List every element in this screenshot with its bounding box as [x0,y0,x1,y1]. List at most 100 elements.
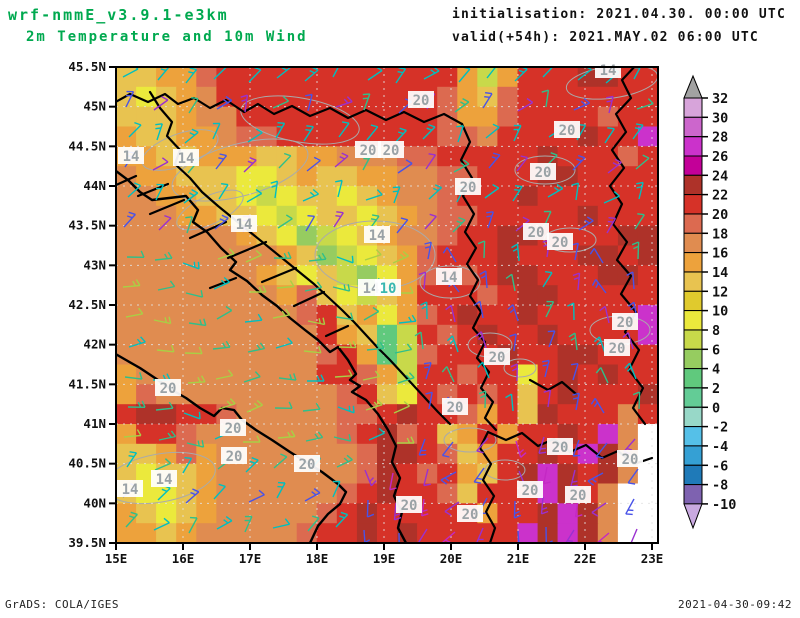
contour-label-text: 20 [609,341,626,357]
barb-tick [389,487,397,491]
barb-tick [586,216,594,222]
temp-cell [216,344,238,366]
temp-cell [196,265,217,286]
barb-staff [486,67,497,79]
temp-cell [116,364,137,385]
wind-barb [570,363,579,381]
temp-cell [397,364,418,385]
temp-cell [437,285,458,306]
contour-label-text: 20 [401,498,418,514]
barb-staff [572,439,580,457]
temp-cell [557,205,579,227]
contour-label-text: 14 [600,63,617,79]
barb-tick [218,483,226,488]
temp-cell [196,503,217,524]
barb-tick [126,215,133,219]
temp-cell [136,523,157,543]
barb-tick [449,339,455,345]
barb-tick [155,127,161,130]
barb-staff [185,491,200,504]
temp-cell [356,424,378,445]
grads-credit: GrADS: COLA/IGES [5,598,119,611]
temp-cell [156,285,177,306]
barb-tick [434,184,442,189]
barb-staff [628,362,637,380]
barb-tick [164,253,169,260]
barb-tick [613,190,620,197]
barb-staff [483,240,486,259]
temp-cell [276,344,298,366]
wind-barb [155,123,163,141]
temp-cell [176,285,197,306]
temp-cell [397,384,418,405]
temp-cell [397,265,418,286]
barb-tick [397,131,404,135]
wind-barb [607,158,622,174]
barb-tick [493,152,501,156]
temp-cell [156,503,177,524]
barb-tick [346,96,353,103]
barb-tick [256,344,261,350]
contour-label: 20 [408,91,434,109]
barb-staff [542,272,553,288]
temp-cell [276,225,298,247]
temp-cell [517,503,539,524]
barb-staff [248,494,265,503]
temp-cell [236,364,258,385]
barb-tick [647,98,654,105]
wind-barb [128,121,142,138]
contour-label: 20 [221,447,247,465]
temp-cell [537,324,559,346]
wind-barb [155,183,165,201]
barb-staff [335,101,353,108]
temp-cell [256,166,278,187]
barb-tick [444,510,452,516]
temp-cell [437,344,458,366]
contour-label: 14 [151,470,177,488]
temp-cell [557,305,579,326]
wind-barb [243,371,261,383]
barb-tick [542,364,549,367]
wind-barb [441,366,455,383]
lon-label: 16E [172,551,195,566]
wind-barb [505,273,516,292]
wind-barb [278,152,292,169]
barb-tick [591,478,597,483]
wind-barb [635,154,650,170]
wind-barb [589,248,604,264]
barb-staff [512,304,519,322]
barb-staff [128,341,146,348]
barb-tick [479,270,487,276]
barb-staff [154,462,171,471]
wind-barb [302,402,321,412]
wind-barb [216,516,233,530]
contour-label-text: 20 [462,507,479,523]
border-east [608,67,647,426]
barb-tick [320,374,325,382]
temp-cell [377,245,398,266]
contour-label-box [378,141,404,158]
temp-cell [356,245,378,266]
wind-barb [625,498,635,516]
temp-cell [216,503,238,524]
wind-barb [571,182,580,201]
barb-staff [156,123,163,141]
wind-barb [362,93,371,111]
temp-cell [497,404,519,425]
colorbar-under-arrow [683,503,703,530]
wind-barb [510,363,518,382]
lat-label: 41N [83,416,106,431]
colorbar-value: 10 [712,304,728,320]
temp-cell [637,146,658,167]
barb-tick [141,400,146,408]
barb-staff [305,215,316,232]
temp-cell [176,523,197,543]
temp-cell [136,384,157,405]
wind-barb [590,398,605,414]
temp-cell [236,285,258,306]
barb-staff [184,352,203,355]
lon-label: 15E [105,551,128,566]
barb-staff [302,193,319,202]
temp-cell [577,166,599,187]
barb-staff [244,95,249,113]
